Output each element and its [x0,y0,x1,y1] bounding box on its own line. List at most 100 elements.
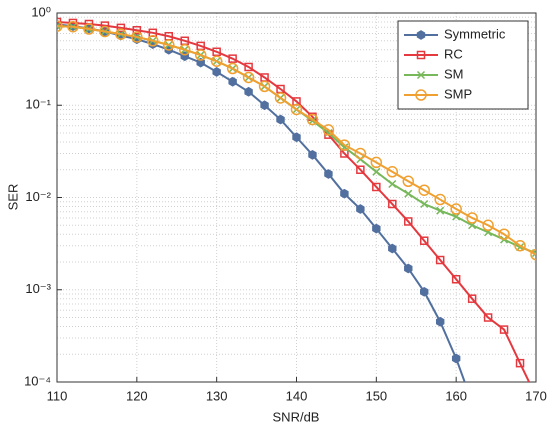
marker [178,43,191,56]
marker [498,228,510,240]
marker [451,353,461,364]
marker [83,23,95,35]
series-line [57,20,531,382]
marker [354,147,367,160]
legend-label: Symmetric [444,26,506,41]
marker [388,179,397,189]
marker [435,255,445,265]
marker [292,132,301,143]
marker [436,206,445,215]
marker [372,182,381,192]
marker [514,239,526,252]
marker [435,316,445,327]
marker [116,23,126,33]
marker [466,212,478,224]
marker [324,128,333,138]
plot [57,17,536,406]
marker [212,67,221,77]
marker [306,113,319,126]
marker [132,26,142,35]
marker [467,294,477,303]
marker [418,184,430,196]
y-tick-label: 10⁰ [31,4,51,19]
marker [388,199,397,209]
marker [452,212,461,221]
marker [372,223,381,234]
marker [322,124,335,136]
series-line [57,25,536,256]
marker [419,236,429,245]
marker [244,86,253,97]
marker [57,22,62,31]
x-tick-label: 170 [525,388,547,403]
marker [196,57,205,68]
marker [100,21,110,30]
marker [469,398,476,406]
y-tick-label: 10⁻⁴ [24,373,51,388]
marker [67,20,79,33]
marker [276,114,285,125]
marker [115,28,127,40]
marker [228,54,237,63]
legend-label: SM [444,66,464,81]
marker [99,25,111,38]
marker [228,76,237,87]
x-tick-label: 110 [47,388,68,403]
marker [356,204,365,214]
marker [340,188,349,199]
marker [244,62,253,72]
marker [388,243,397,254]
marker [482,219,494,232]
x-tick-label: 140 [286,388,308,403]
marker [420,199,429,209]
marker [226,62,239,75]
marker [386,166,399,178]
x-tick-label: 130 [206,388,228,403]
legend-marker [415,89,427,101]
legend-label: SMP [444,86,472,101]
marker [131,31,143,43]
marker [451,274,461,284]
marker [404,263,413,274]
x-tick-label: 120 [126,388,148,403]
x-tick-label: 150 [365,388,387,403]
marker [404,217,413,226]
marker [402,175,415,188]
marker [242,71,255,84]
marker [212,47,221,57]
marker [434,193,446,206]
legend-marker [416,50,426,60]
marker [260,100,269,111]
marker [372,167,381,176]
marker [147,35,159,47]
marker [420,286,429,297]
marker [404,189,413,198]
marker [57,20,63,32]
y-tick-label: 10⁻³ [25,281,51,296]
marker [210,55,223,67]
marker [324,169,333,179]
marker [530,248,536,261]
marker [356,165,365,174]
legend-marker [416,30,426,40]
y-tick-label: 10⁻² [25,189,51,204]
marker [499,325,509,334]
x-axis-label: SNR/dB [273,409,320,424]
y-tick-label: 10⁻¹ [25,97,51,112]
marker [308,149,317,160]
marker [163,39,175,51]
axes-frame [56,12,537,383]
marker [290,103,303,116]
marker [370,156,383,169]
marker [483,313,493,322]
legend-label: RC [444,46,463,61]
marker [515,358,525,368]
y-axis-label: SER [5,184,20,211]
marker [450,203,462,215]
legend-marker [416,70,426,80]
marker [274,92,287,104]
marker [194,49,207,61]
marker [258,80,271,93]
marker [338,139,351,151]
